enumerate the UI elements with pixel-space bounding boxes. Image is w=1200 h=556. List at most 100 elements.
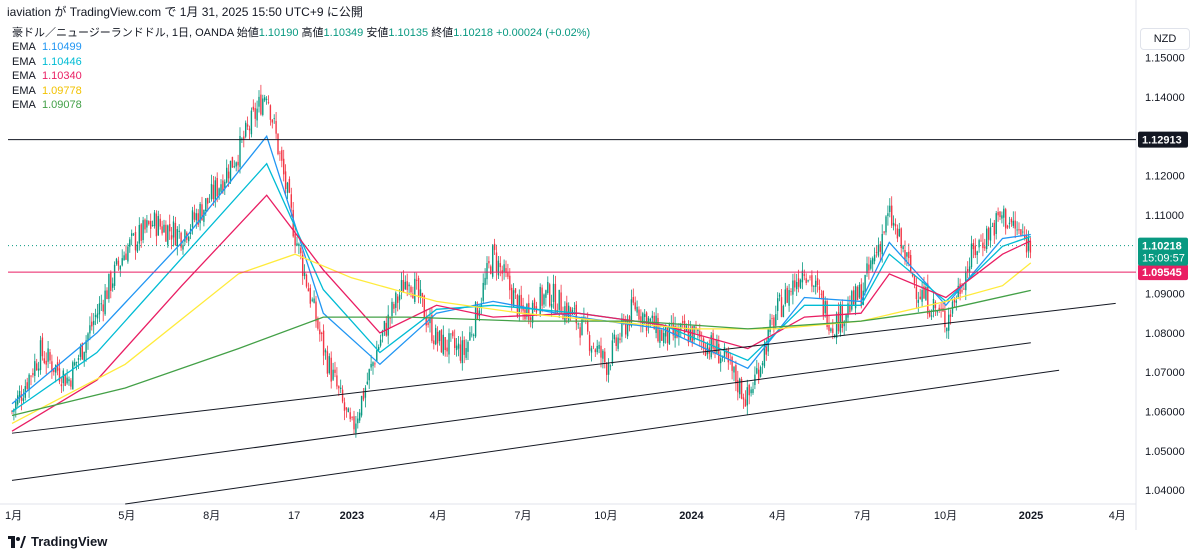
trend-line[interactable] [11, 302, 1116, 434]
candle-body [828, 324, 830, 331]
candle-body [963, 288, 965, 290]
candle-body [727, 349, 729, 363]
trend-line[interactable] [125, 369, 1060, 505]
candle-body [1014, 220, 1016, 229]
price-chart[interactable]: 1.150001.140001.130001.120001.110001.100… [0, 0, 1200, 530]
candle-body [100, 303, 102, 305]
candle-body [765, 346, 767, 355]
candle-body [476, 304, 479, 319]
candle-body [262, 98, 264, 115]
candle-body [444, 337, 446, 351]
candle-body [341, 389, 344, 402]
candle-body [260, 94, 262, 115]
candle-body [965, 271, 967, 291]
candle-body [495, 252, 498, 272]
ema-row[interactable]: EMA 1.10340 [12, 69, 590, 83]
candle-body [231, 156, 234, 168]
candle-body [811, 275, 813, 287]
last-price-text: 1.10218 [1142, 241, 1182, 253]
ema-value: 1.10499 [41, 41, 82, 54]
candle-body [66, 377, 68, 384]
candle-body [288, 178, 291, 193]
candle-body [663, 333, 665, 343]
candle-body [402, 279, 405, 293]
candle-body [174, 222, 177, 246]
candle-body [64, 374, 66, 386]
candle-body [332, 369, 334, 380]
candle-body [131, 233, 133, 236]
candle-body [866, 263, 868, 274]
ema-row[interactable]: EMA 1.09078 [12, 98, 590, 112]
candle-body [911, 273, 914, 277]
currency-button[interactable]: NZD [1140, 28, 1190, 50]
trend-line[interactable] [11, 342, 1031, 481]
symbol-name[interactable]: 豪ドル／ニュージーランドドル, 1日, OANDA [12, 27, 234, 39]
candle-body [315, 301, 317, 322]
candle-body [997, 211, 999, 216]
candle-body [161, 226, 163, 234]
candle-body [891, 205, 893, 226]
candle-body [338, 386, 340, 389]
ema-label: EMA [12, 41, 36, 54]
candle-body [987, 227, 990, 240]
candle-body [303, 271, 306, 276]
candle-body [368, 369, 370, 381]
candle-body [374, 363, 376, 365]
candle-body [784, 289, 786, 305]
candle-body [321, 332, 323, 335]
candle-body [102, 304, 104, 312]
candle-body [376, 350, 378, 362]
candle-body [208, 201, 211, 203]
ema-row[interactable]: EMA 1.10446 [12, 55, 590, 69]
candle-body [854, 286, 857, 309]
candle-body [406, 281, 408, 290]
candle-body [545, 290, 547, 298]
candle-body [554, 283, 557, 313]
price-label-text: 1.12913 [1142, 135, 1182, 147]
candle-body [17, 395, 19, 405]
candle-body [541, 287, 543, 306]
candle-body [875, 252, 878, 253]
ema-value: 1.10446 [41, 55, 82, 68]
candle-body [543, 294, 545, 305]
candle-body [104, 290, 106, 315]
candle-body [813, 286, 815, 287]
candle-body [864, 274, 866, 293]
candle-body [89, 325, 91, 334]
x-tick-label: 8月 [203, 510, 220, 522]
candle-body [617, 337, 619, 349]
candle-body [465, 348, 467, 358]
candle-body [195, 213, 197, 221]
candle-body [898, 228, 900, 237]
candle-body [138, 224, 140, 244]
candle-body [134, 231, 137, 251]
ema-row[interactable]: EMA 1.10499 [12, 40, 590, 54]
candle-body [989, 227, 992, 241]
candle-body [410, 286, 412, 293]
candle-body [695, 327, 697, 330]
candle-body [279, 152, 281, 154]
candle-body [902, 246, 904, 250]
candle-body [775, 314, 777, 326]
candle-body [167, 225, 169, 245]
candle-body [507, 272, 509, 277]
ema-row[interactable]: EMA 1.09778 [12, 84, 590, 98]
candle-body [550, 303, 553, 308]
candle-body [75, 361, 78, 363]
candle-body [606, 363, 608, 375]
candle-body [60, 384, 63, 387]
candle-body [778, 294, 781, 297]
y-tick-label: 1.06000 [1145, 407, 1185, 419]
candle-body [807, 280, 809, 282]
candle-body [419, 289, 422, 299]
candle-body [216, 178, 218, 197]
y-tick-label: 1.04000 [1145, 485, 1185, 497]
candle-body [199, 203, 201, 224]
candle-body [526, 303, 528, 317]
candle-body [769, 319, 771, 333]
candle-body [378, 346, 380, 350]
candle-body [43, 358, 45, 363]
candle-body [974, 245, 976, 256]
candle-body [600, 345, 602, 358]
candle-body [619, 338, 621, 341]
